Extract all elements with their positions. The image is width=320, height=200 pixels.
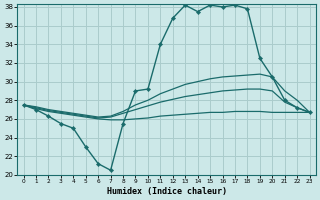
X-axis label: Humidex (Indice chaleur): Humidex (Indice chaleur) [107,187,227,196]
